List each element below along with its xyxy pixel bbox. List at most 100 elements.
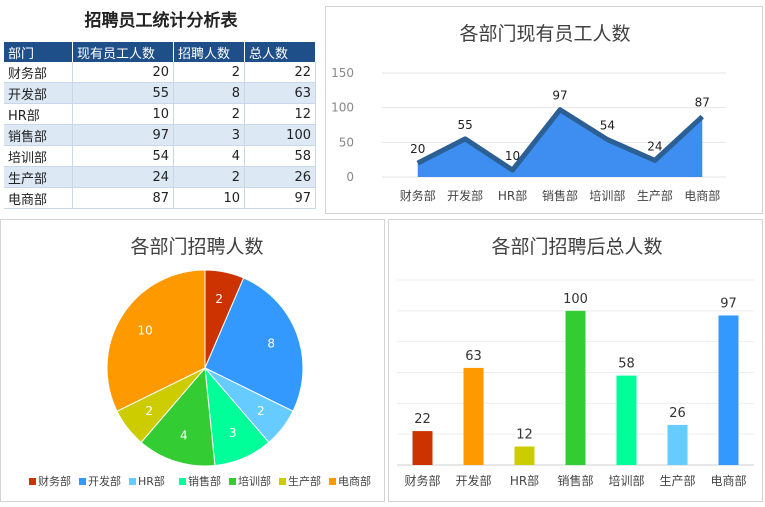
legend-label: 销售部 (188, 474, 221, 488)
chart-title: 各部门现有员工人数 (459, 23, 630, 45)
legend-swatch (29, 478, 36, 485)
column-header-current: 现有员工人数 (72, 42, 174, 62)
table-title: 招聘员工统计分析表 (84, 11, 238, 31)
cell-current[interactable]: 24 (72, 166, 174, 188)
x-tick-label: HR部 (510, 473, 539, 488)
table-row: HR部 10 2 12 (4, 103, 316, 125)
bar (463, 367, 484, 465)
area-fill (417, 109, 703, 177)
cell-current[interactable]: 20 (72, 62, 174, 83)
legend-swatch (329, 478, 336, 485)
cell-total[interactable]: 100 (244, 124, 316, 146)
slice-label: 2 (145, 404, 153, 418)
cell-total[interactable]: 26 (244, 166, 316, 188)
legend-swatch (229, 478, 236, 485)
cell-dept[interactable]: 财务部 (4, 62, 73, 83)
cell-hired[interactable]: 10 (173, 187, 245, 209)
cell-dept[interactable]: 生产部 (4, 166, 73, 188)
x-tick-label: 电商部 (710, 473, 746, 488)
cell-total[interactable]: 97 (244, 187, 316, 209)
legend-swatch (179, 478, 186, 485)
bar (514, 446, 535, 465)
legend-label: 电商部 (338, 474, 371, 488)
x-tick-label: 财务部 (404, 473, 440, 488)
cell-total[interactable]: 58 (244, 145, 316, 167)
table-row: 电商部 87 10 97 (4, 187, 316, 209)
x-tick-label: 销售部 (557, 473, 593, 488)
cell-total[interactable]: 22 (244, 62, 316, 83)
area-series-line (416, 107, 704, 173)
table-row: 生产部 24 2 26 (4, 166, 316, 188)
data-label: 97 (552, 89, 567, 103)
cell-hired[interactable]: 8 (173, 82, 245, 104)
slice-label: 4 (180, 428, 188, 442)
x-tick-label: 开发部 (447, 188, 483, 203)
legend-label: 财务部 (38, 474, 71, 488)
pie-slice (106, 269, 206, 412)
table-row: 财务部 20 2 22 (4, 62, 316, 83)
legend-swatch (129, 478, 136, 485)
hiring-pie-chart-panel: 各部门招聘人数 2 8 2 3 4 2 10 财务部 开发部 HR部 销售部 培训部 生产部 电商部 (0, 219, 385, 502)
slice-label: 3 (229, 426, 237, 440)
cell-current[interactable]: 55 (72, 82, 174, 104)
chart-title: 各部门招聘后总人数 (491, 236, 662, 258)
data-label: 58 (618, 357, 635, 372)
x-tick-label: 培训部 (608, 473, 644, 488)
legend-swatch (79, 478, 86, 485)
data-label: 26 (669, 406, 686, 421)
x-tick-label: 财务部 (400, 188, 436, 203)
pie-slice (204, 277, 304, 412)
cell-current[interactable]: 97 (72, 124, 174, 146)
data-label: 63 (465, 349, 482, 364)
cell-dept[interactable]: 开发部 (4, 82, 73, 104)
cell-hired[interactable]: 4 (173, 145, 245, 167)
cell-total[interactable]: 12 (244, 103, 316, 125)
cell-hired[interactable]: 2 (173, 62, 245, 83)
cell-current[interactable]: 54 (72, 145, 174, 167)
staff-table: 部门 现有员工人数 招聘人数 总人数 财务部 20 2 22 开发部 55 8 … (4, 42, 316, 209)
cell-total[interactable]: 63 (244, 82, 316, 104)
x-tick-label: 销售部 (542, 188, 578, 203)
slice-label: 2 (215, 292, 223, 306)
legend-label: 开发部 (88, 474, 121, 488)
data-label: 20 (410, 142, 425, 156)
bar (565, 310, 586, 465)
bar (667, 424, 688, 465)
data-label: 12 (516, 428, 533, 443)
pie-slice (140, 366, 216, 467)
cell-dept[interactable]: 销售部 (4, 124, 73, 146)
data-label: 55 (458, 118, 473, 132)
slice-label: 10 (137, 324, 152, 338)
y-tick-label: 0 (346, 170, 354, 184)
y-tick-label: 100 (331, 101, 354, 115)
total-staff-bar-chart: 各部门招聘后总人数 22 财务部 63 开发部 12 HR部 100 销售部 58 培训部 26 生产部… (397, 236, 754, 488)
cell-dept[interactable]: HR部 (4, 103, 73, 125)
column-header-total: 总人数 (244, 42, 316, 62)
data-label: 10 (505, 149, 520, 163)
legend-swatch (279, 478, 286, 485)
y-tick-label: 50 (339, 135, 354, 149)
table-row: 培训部 54 4 58 (4, 145, 316, 167)
current-staff-chart-panel: 各部门现有员工人数 0 50 100 150 20 财务部 55 开发部 10 HR部 97 销售部 54… (325, 6, 763, 214)
data-label: 87 (695, 96, 710, 110)
x-tick-label: 生产部 (659, 473, 695, 488)
total-staff-bar-chart-panel: 各部门招聘后总人数 22 财务部 63 开发部 12 HR部 100 销售部 58 培训部 26 生产部… (388, 219, 763, 502)
chart-title: 各部门招聘人数 (130, 236, 263, 258)
slice-label: 2 (257, 404, 265, 418)
cell-current[interactable]: 10 (72, 103, 174, 125)
bar (718, 315, 739, 465)
data-label: 100 (563, 292, 588, 307)
cell-dept[interactable]: 培训部 (4, 145, 73, 167)
cell-current[interactable]: 87 (72, 187, 174, 209)
data-label: 22 (414, 412, 431, 427)
table-row: 开发部 55 8 63 (4, 82, 316, 104)
y-tick-label: 150 (331, 66, 354, 80)
cell-hired[interactable]: 2 (173, 166, 245, 188)
x-tick-label: HR部 (498, 188, 527, 203)
cell-dept[interactable]: 电商部 (4, 187, 73, 209)
cell-hired[interactable]: 2 (173, 103, 245, 125)
slice-label: 8 (267, 336, 275, 350)
column-header-dept: 部门 (4, 42, 73, 62)
legend-label: 生产部 (288, 474, 321, 488)
cell-hired[interactable]: 3 (173, 124, 245, 146)
